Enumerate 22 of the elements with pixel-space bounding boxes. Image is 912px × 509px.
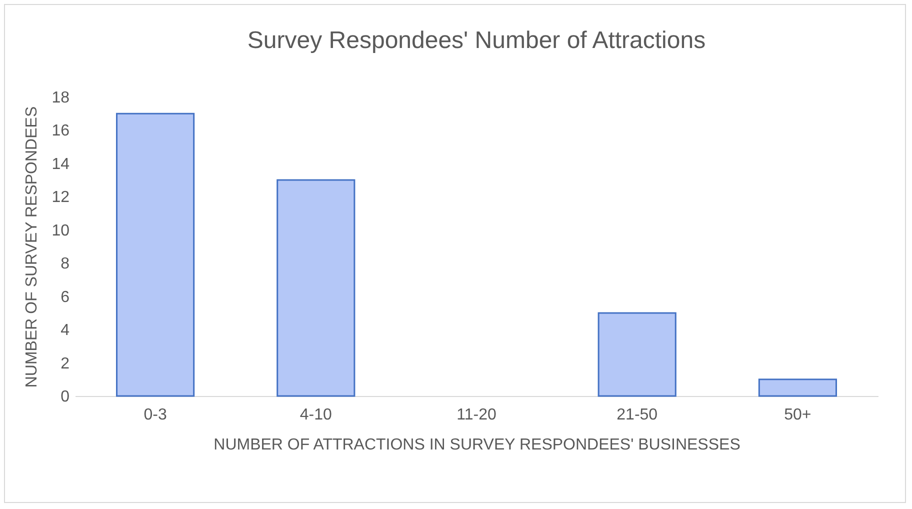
bar [116,112,195,397]
bar [598,312,676,397]
y-tick-label: 14 [52,156,70,173]
y-tick-label: 12 [52,189,70,206]
y-tick-label: 2 [60,355,70,372]
chart-title: Survey Respondees' Number of Attractions [247,27,706,54]
y-tick-label: 18 [52,90,70,106]
x-tick-label: 50+ [784,406,812,424]
y-tick-label: 8 [60,256,70,273]
y-tick-label: 0 [60,388,70,406]
x-tick-label: 0-3 [144,406,167,424]
y-axis-title: NUMBER OF SURVEY RESPONDEES [24,106,41,388]
x-tick-label: 11-20 [456,406,496,424]
y-tick-label: 16 [52,122,70,140]
x-tick-label: 4-10 [300,406,332,424]
bar [276,179,356,397]
y-tick-label: 10 [52,222,70,240]
x-axis-title: NUMBER OF ATTRACTIONS IN SURVEY RESPONDEES' BUSINESSES [214,436,740,454]
y-tick-label: 6 [60,288,70,306]
y-tick-label: 4 [60,322,70,340]
x-tick-label: 21-50 [616,406,658,424]
bar [758,378,837,397]
